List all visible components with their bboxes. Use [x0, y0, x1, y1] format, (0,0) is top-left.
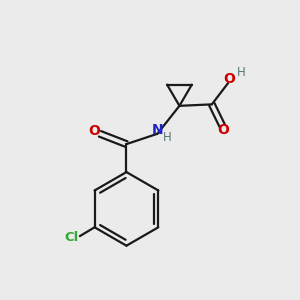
Text: O: O [218, 123, 230, 137]
Text: Cl: Cl [64, 231, 79, 244]
Text: O: O [89, 124, 100, 138]
Text: N: N [152, 123, 163, 137]
Text: H: H [163, 131, 172, 144]
Text: H: H [237, 66, 246, 80]
Text: O: O [224, 72, 236, 86]
